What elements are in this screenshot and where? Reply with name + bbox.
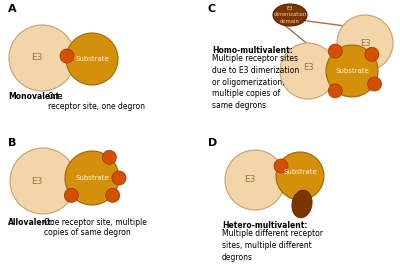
Circle shape: [368, 77, 382, 91]
Text: E3
dimerization
domain: E3 dimerization domain: [273, 6, 307, 24]
Text: Substrate: Substrate: [283, 169, 317, 175]
Text: B: B: [8, 138, 16, 148]
Text: E3: E3: [303, 63, 313, 73]
Circle shape: [112, 171, 126, 185]
Text: Multiple receptor sites
due to E3 dimerization
or oligomerization,
multiple copi: Multiple receptor sites due to E3 dimeri…: [212, 54, 299, 110]
Circle shape: [9, 25, 75, 91]
Circle shape: [326, 45, 378, 97]
Circle shape: [280, 43, 336, 99]
Circle shape: [106, 188, 120, 202]
Ellipse shape: [273, 4, 307, 26]
Text: One receptor site, multiple
copies of same degron: One receptor site, multiple copies of sa…: [44, 218, 147, 237]
Text: Substrate: Substrate: [335, 68, 369, 74]
Text: E3: E3: [244, 176, 256, 184]
Text: One
receptor site, one degron: One receptor site, one degron: [48, 92, 145, 112]
Text: Substrate: Substrate: [75, 56, 109, 62]
Text: A: A: [8, 4, 17, 14]
Circle shape: [276, 152, 324, 200]
Circle shape: [64, 188, 78, 202]
Text: Substrate: Substrate: [75, 175, 109, 181]
Text: Monovalent:: Monovalent:: [8, 92, 62, 101]
Text: C: C: [208, 4, 216, 14]
Circle shape: [365, 47, 379, 61]
Circle shape: [225, 150, 285, 210]
Text: E3: E3: [360, 38, 370, 47]
Text: Allovalent:: Allovalent:: [8, 218, 55, 227]
Circle shape: [328, 84, 342, 98]
Circle shape: [328, 44, 342, 58]
Circle shape: [60, 49, 74, 63]
Circle shape: [337, 15, 393, 71]
Circle shape: [102, 150, 116, 164]
Text: D: D: [208, 138, 217, 148]
Ellipse shape: [292, 190, 312, 218]
Circle shape: [66, 33, 118, 85]
Text: Homo-multivalent:: Homo-multivalent:: [212, 46, 293, 55]
Text: E3: E3: [31, 54, 43, 62]
Text: Multiple different receptor
sites, multiple different
degrons: Multiple different receptor sites, multi…: [222, 229, 323, 262]
Text: E3: E3: [31, 176, 43, 185]
Text: Hetero-multivalent:: Hetero-multivalent:: [222, 221, 308, 230]
Circle shape: [10, 148, 76, 214]
Circle shape: [274, 159, 288, 173]
Circle shape: [65, 151, 119, 205]
